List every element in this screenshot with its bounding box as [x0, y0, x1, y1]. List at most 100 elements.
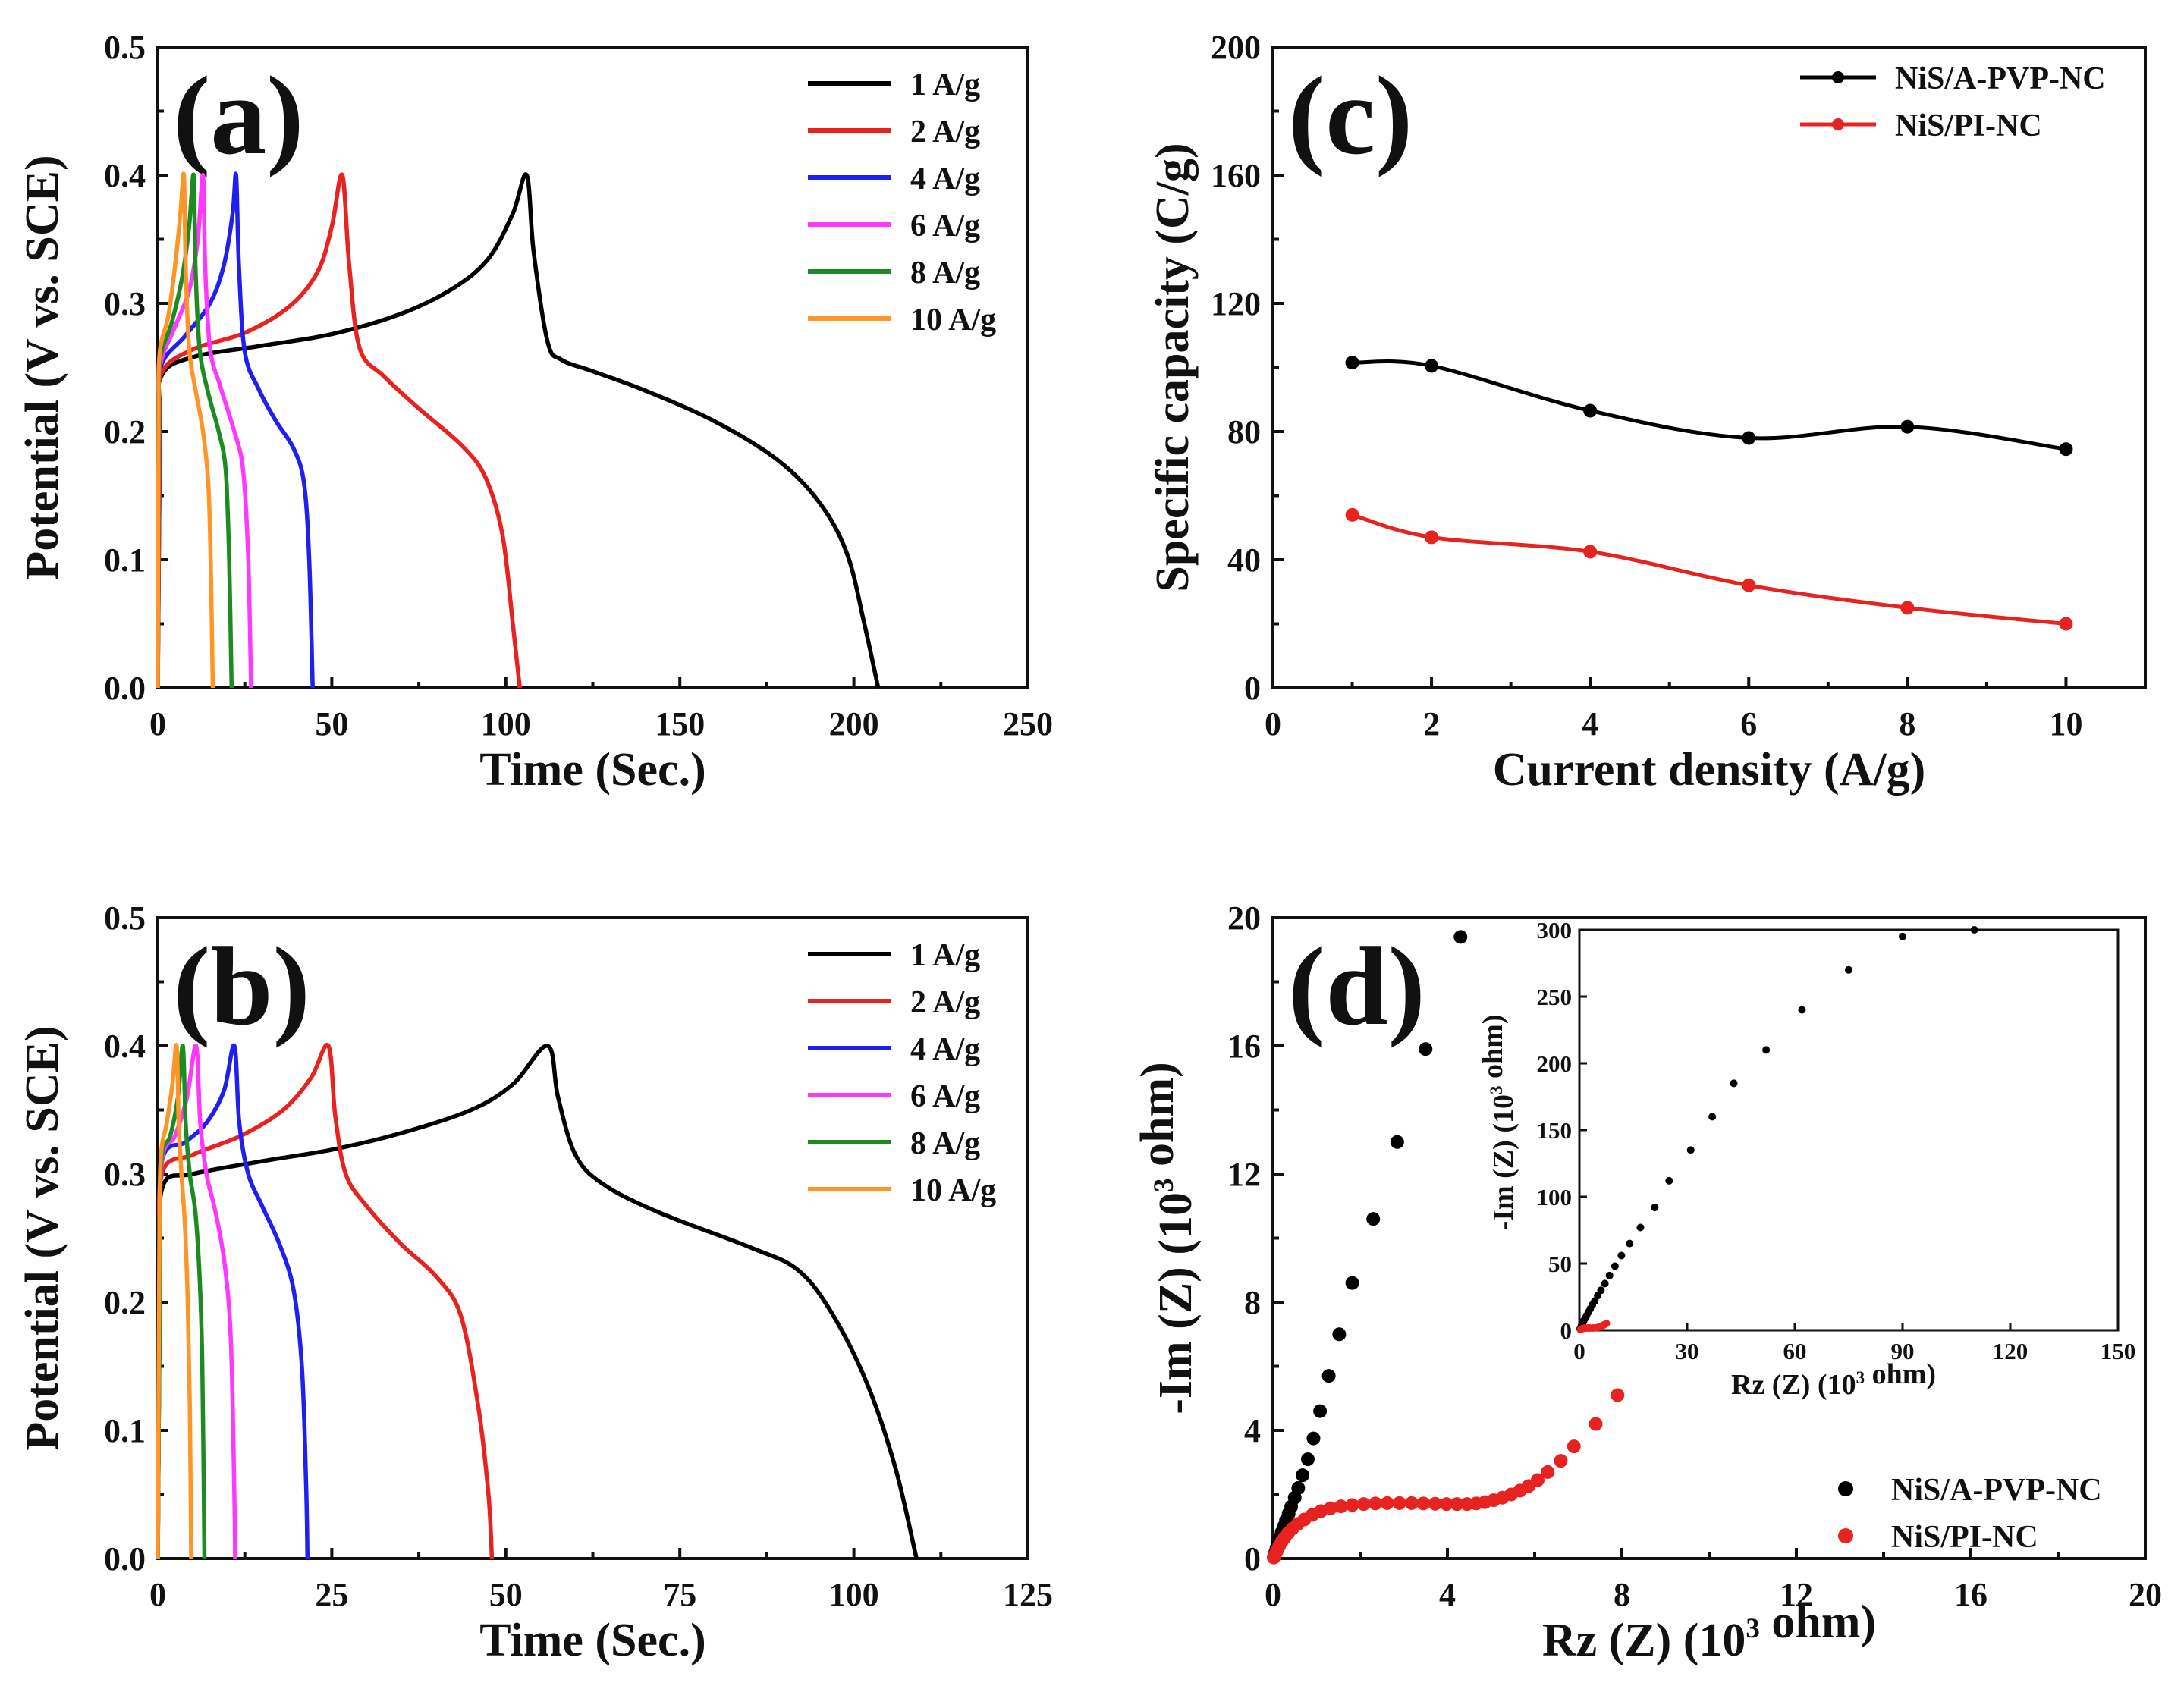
x-tick-label: 12: [1780, 1576, 1813, 1613]
legend-label: 6 A/g: [910, 1079, 980, 1114]
y-tick-label: 20: [1227, 899, 1261, 937]
y-tick-label: 16: [1227, 1028, 1261, 1065]
data-point: [1439, 1497, 1453, 1512]
y-tick-label: 12: [1227, 1156, 1261, 1193]
panel-label: (b): [173, 925, 310, 1049]
inset-y-tick-label: 150: [1537, 1117, 1573, 1144]
inset-y-tick-label: 100: [1537, 1184, 1573, 1210]
x-tick-label: 8: [1899, 705, 1915, 742]
data-point: [1369, 1496, 1383, 1511]
legend-label: 4 A/g: [910, 162, 980, 196]
data-point: [1742, 578, 1756, 592]
inset-x-tick-label: 90: [1891, 1338, 1915, 1364]
legend-label: 8 A/g: [910, 1126, 980, 1161]
data-point: [1345, 1498, 1359, 1512]
data-point: [1900, 601, 1915, 615]
inset-data-point: [1617, 1251, 1626, 1260]
legend-label: NiS/A-PVP-NC: [1895, 61, 2106, 96]
x-tick-label: 0: [1265, 705, 1281, 742]
chart-panel-b: 0 25 50 75 100 125 0.0 0.1 0.2 0.3 0.4 0.5 Time (Sec…: [17, 899, 1053, 1666]
data-point: [1583, 545, 1598, 559]
data-point: [1345, 1276, 1359, 1290]
series-line: [156, 172, 522, 689]
y-tick-label: 8: [1244, 1284, 1261, 1321]
x-tick-label: 16: [1954, 1576, 1988, 1613]
y-tick-label: 0.2: [104, 413, 146, 451]
panel-label: (d): [1288, 925, 1425, 1049]
data-point: [1450, 1497, 1464, 1512]
inset-data-point: [1651, 1204, 1659, 1212]
inset-y-axis-label: -Im (Z) (103 ohm): [1477, 1015, 1519, 1231]
data-point: [1345, 507, 1359, 522]
x-tick-label: 0: [1265, 1576, 1281, 1613]
inset-x-axis-label: Rz (Z) (103 ohm): [1731, 1358, 1936, 1401]
legend-label: NiS/A-PVP-NC: [1891, 1473, 2102, 1508]
legend-label: 10 A/g: [910, 303, 996, 337]
y-tick-label: 80: [1227, 413, 1261, 451]
x-tick-label: 8: [1614, 1576, 1630, 1613]
legend-label: 1 A/g: [910, 938, 980, 973]
series-line: [156, 1044, 919, 1559]
x-tick-label: 125: [1003, 1576, 1053, 1613]
y-axis-label: Potential (V vs. SCE): [17, 155, 68, 579]
data-point: [1567, 1439, 1581, 1454]
inset-y-tick-label: 200: [1537, 1050, 1573, 1077]
x-tick-label: 250: [1003, 705, 1053, 742]
y-tick-label: 0.4: [104, 1028, 146, 1065]
x-tick-label: 50: [489, 1576, 523, 1613]
data-point: [1345, 356, 1359, 370]
x-tick-label: 150: [655, 705, 705, 742]
data-point: [1554, 1454, 1568, 1468]
legend-label: NiS/PI-NC: [1895, 108, 2042, 143]
inset-x-tick-label: 30: [1676, 1338, 1699, 1364]
inset-chart: 0 30 60 90 120 150 0 50 100 150 200 250 300 Rz (Z) (1…: [1477, 917, 2135, 1401]
series-line: [1351, 513, 2066, 626]
data-point: [1425, 530, 1439, 545]
data-point: [1583, 403, 1598, 418]
inset-data-point: [1626, 1239, 1634, 1248]
data-point: [1900, 419, 1915, 434]
data-point: [1531, 1473, 1545, 1487]
series-line: [156, 1044, 237, 1559]
series-line: [1352, 359, 2066, 451]
data-point: [1541, 1465, 1555, 1479]
legend-marker: [1832, 118, 1844, 130]
y-tick-label: 0.0: [104, 670, 146, 707]
x-tick-label: 2: [1423, 705, 1440, 742]
data-point: [1380, 1496, 1394, 1510]
y-tick-label: 0.3: [104, 285, 146, 322]
inset-data-point: [1708, 1113, 1717, 1121]
data-point: [1416, 1496, 1431, 1511]
inset-data-point: [1970, 926, 1978, 934]
x-tick-label: 75: [663, 1576, 696, 1613]
inset-data-point: [1636, 1223, 1645, 1232]
y-tick-label: 0: [1244, 670, 1261, 707]
y-tick-label: 0: [1244, 1540, 1261, 1578]
x-tick-label: 100: [829, 1576, 879, 1613]
y-tick-label: 200: [1211, 29, 1261, 66]
data-point: [1392, 1496, 1406, 1510]
inset-data-point: [1611, 1262, 1619, 1270]
legend-label: NiS/PI-NC: [1891, 1520, 2038, 1555]
data-point: [1334, 1499, 1348, 1514]
y-tick-label: 40: [1227, 542, 1261, 579]
inset-x-tick-label: 120: [1993, 1338, 2028, 1364]
data-point: [1428, 1496, 1442, 1511]
inset-y-tick-label: 0: [1560, 1317, 1573, 1344]
inset-data-point: [1730, 1079, 1738, 1088]
x-tick-label: 4: [1439, 1576, 1456, 1613]
y-tick-label: 0.2: [104, 1284, 146, 1321]
panel-label: (a): [173, 54, 304, 178]
series-line: [156, 171, 215, 689]
data-point: [1291, 1481, 1306, 1496]
data-point: [1419, 1042, 1433, 1056]
inset-data-point: [1602, 1320, 1611, 1328]
x-tick-label: 0: [149, 1576, 166, 1613]
legend-label: 6 A/g: [910, 209, 980, 243]
data-point: [1589, 1417, 1603, 1431]
inset-data-point: [1597, 1286, 1605, 1295]
data-point: [1611, 1388, 1625, 1402]
inset-data-point: [1601, 1279, 1609, 1288]
